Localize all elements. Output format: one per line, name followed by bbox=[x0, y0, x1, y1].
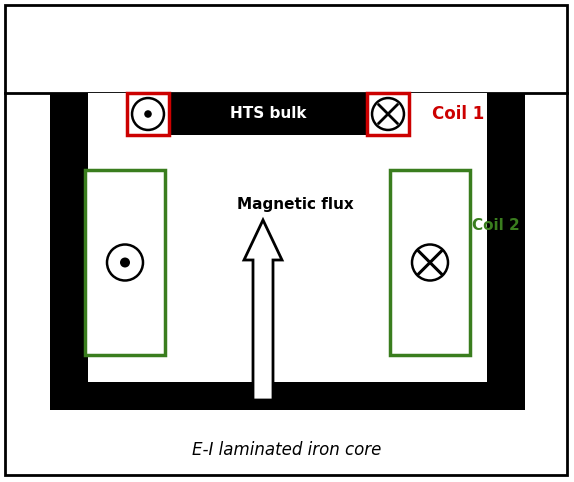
Bar bbox=[85, 170, 165, 355]
Circle shape bbox=[372, 98, 404, 130]
Text: Coil 1: Coil 1 bbox=[432, 105, 484, 123]
Circle shape bbox=[412, 244, 448, 281]
Bar bbox=[168, 93, 368, 135]
Text: Magnetic flux: Magnetic flux bbox=[236, 198, 354, 213]
Bar bbox=[367, 93, 409, 135]
Text: Coil 2: Coil 2 bbox=[472, 217, 519, 232]
Circle shape bbox=[120, 257, 130, 268]
Text: E-I laminated iron core: E-I laminated iron core bbox=[192, 441, 382, 459]
Bar bbox=[50, 93, 88, 410]
Bar bbox=[127, 93, 169, 135]
Bar bbox=[487, 93, 525, 410]
Bar bbox=[88, 185, 487, 382]
Circle shape bbox=[144, 110, 152, 118]
Circle shape bbox=[132, 98, 164, 130]
Bar bbox=[240, 185, 286, 410]
Bar bbox=[286, 93, 487, 382]
Bar bbox=[390, 170, 470, 355]
Bar bbox=[88, 93, 240, 382]
Bar bbox=[50, 382, 525, 410]
Circle shape bbox=[107, 244, 143, 281]
Text: HTS bulk: HTS bulk bbox=[230, 107, 307, 121]
Polygon shape bbox=[244, 220, 282, 400]
